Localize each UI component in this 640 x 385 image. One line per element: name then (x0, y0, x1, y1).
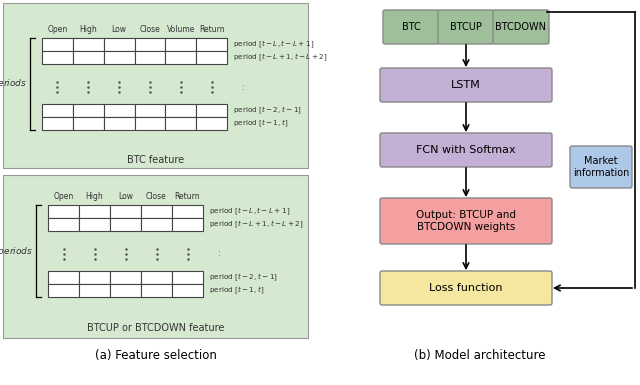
Text: BTCUP or BTCDOWN feature: BTCUP or BTCDOWN feature (87, 323, 224, 333)
Text: (b) Model architecture: (b) Model architecture (414, 348, 546, 362)
FancyBboxPatch shape (380, 133, 552, 167)
Text: period $[t-L, t-L+1]$: period $[t-L, t-L+1]$ (209, 206, 290, 217)
Bar (104, 51, 134, 64)
Bar (79, 271, 110, 284)
FancyBboxPatch shape (493, 10, 549, 44)
Text: Return: Return (199, 25, 225, 34)
Text: High: High (86, 192, 104, 201)
Text: Open: Open (53, 192, 74, 201)
Text: FCN with Softmax: FCN with Softmax (416, 145, 516, 155)
Bar (79, 284, 110, 297)
Bar (104, 104, 134, 117)
Bar (141, 271, 172, 284)
Text: Return: Return (175, 192, 200, 201)
Bar (104, 38, 134, 51)
Text: Close: Close (140, 25, 160, 34)
Text: Close: Close (146, 192, 167, 201)
Text: period $[t-2, t-1]$: period $[t-2, t-1]$ (209, 272, 278, 283)
Text: $L$ periods: $L$ periods (0, 77, 27, 90)
Bar (172, 271, 203, 284)
Bar (141, 218, 172, 231)
Text: High: High (79, 25, 97, 34)
Bar (48, 218, 79, 231)
Bar (42, 51, 73, 64)
Text: Volume: Volume (166, 25, 195, 34)
Bar (3, 175, 308, 338)
Text: (a) Feature selection: (a) Feature selection (95, 348, 216, 362)
Bar (196, 117, 227, 130)
FancyBboxPatch shape (380, 271, 552, 305)
Bar (165, 51, 196, 64)
FancyBboxPatch shape (438, 10, 494, 44)
Bar (141, 205, 172, 218)
Bar (73, 117, 104, 130)
Text: BTC: BTC (402, 22, 420, 32)
Text: period $[t-L+1, t-L+2]$: period $[t-L+1, t-L+2]$ (209, 219, 304, 230)
Bar (134, 51, 165, 64)
Bar (134, 117, 165, 130)
Text: BTC feature: BTC feature (127, 155, 184, 165)
Bar (42, 117, 73, 130)
Bar (79, 205, 110, 218)
Text: Low: Low (118, 192, 133, 201)
Text: period $[t-2, t-1]$: period $[t-2, t-1]$ (233, 105, 302, 116)
Text: :: : (242, 82, 244, 92)
Bar (165, 104, 196, 117)
Bar (134, 38, 165, 51)
Bar (196, 104, 227, 117)
Bar (48, 205, 79, 218)
Bar (79, 218, 110, 231)
Text: Open: Open (47, 25, 68, 34)
FancyBboxPatch shape (570, 146, 632, 188)
Bar (141, 284, 172, 297)
Bar (134, 104, 165, 117)
Bar (48, 284, 79, 297)
Text: period $[t-1, t]$: period $[t-1, t]$ (209, 285, 264, 296)
Bar (110, 271, 141, 284)
Bar (73, 38, 104, 51)
Bar (110, 284, 141, 297)
Text: period $[t-L, t-L+1]$: period $[t-L, t-L+1]$ (233, 39, 314, 50)
Bar (165, 117, 196, 130)
Bar (3, 3, 308, 168)
Text: LSTM: LSTM (451, 80, 481, 90)
Bar (42, 38, 73, 51)
Text: Low: Low (111, 25, 127, 34)
Text: Market
information: Market information (573, 156, 629, 178)
Bar (73, 104, 104, 117)
Bar (48, 271, 79, 284)
Bar (172, 284, 203, 297)
Bar (172, 218, 203, 231)
Text: BTCUP: BTCUP (450, 22, 482, 32)
Bar (73, 51, 104, 64)
Text: $L$ periods: $L$ periods (0, 244, 33, 258)
Text: Output: BTCUP and
BTCDOWN weights: Output: BTCUP and BTCDOWN weights (416, 210, 516, 232)
FancyBboxPatch shape (383, 10, 439, 44)
FancyBboxPatch shape (380, 198, 552, 244)
Bar (110, 218, 141, 231)
Text: BTCDOWN: BTCDOWN (495, 22, 547, 32)
Bar (165, 38, 196, 51)
Text: Loss function: Loss function (429, 283, 503, 293)
Bar (196, 51, 227, 64)
Bar (196, 38, 227, 51)
Bar (104, 117, 134, 130)
FancyBboxPatch shape (380, 68, 552, 102)
Bar (42, 104, 73, 117)
Text: :: : (218, 249, 220, 258)
Text: period $[t-L+1, t-L+2]$: period $[t-L+1, t-L+2]$ (233, 52, 328, 63)
Bar (110, 205, 141, 218)
Text: period $[t-1, t]$: period $[t-1, t]$ (233, 118, 289, 129)
Bar (172, 205, 203, 218)
